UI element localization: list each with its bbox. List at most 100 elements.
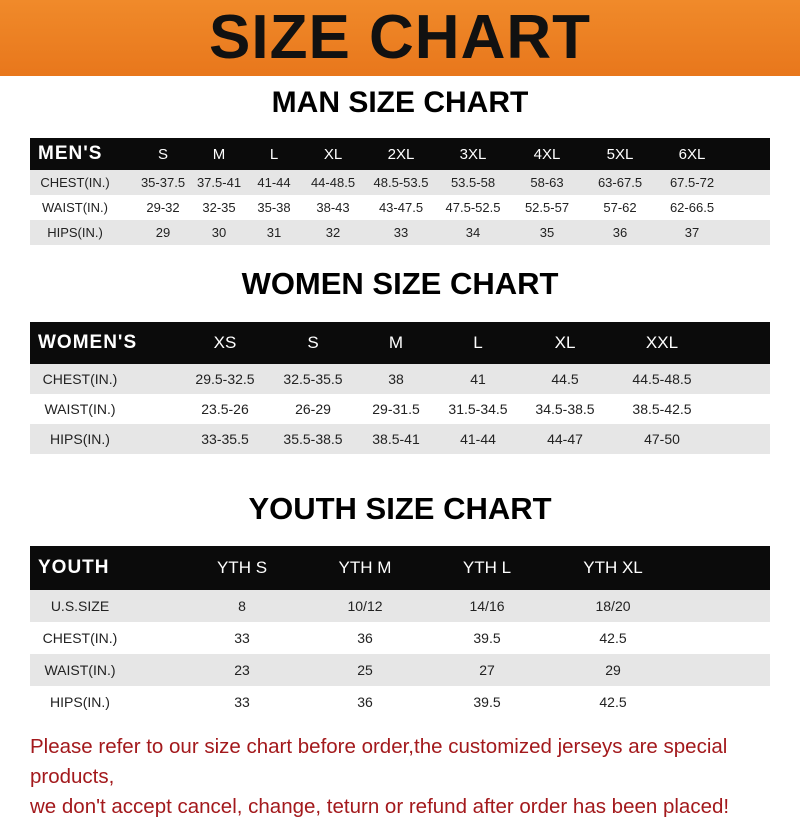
measurement-value: 47.5-52.5	[445, 200, 501, 215]
measurement-value: 42.5	[599, 694, 627, 710]
measurement-value: 43-47.5	[378, 200, 424, 215]
size-header-cell: M	[212, 145, 226, 163]
measurement-value: 31.5-34.5	[448, 401, 508, 417]
measurement-value: 39.5	[473, 694, 501, 710]
measurement-value: 18/20	[595, 598, 631, 614]
measurement-value: 41-44	[460, 431, 496, 447]
measurement-value: 41	[470, 371, 486, 387]
measurement-value: 14/16	[469, 598, 505, 614]
measurement-value: 26-29	[295, 401, 331, 417]
table-title-cell: YOUTH	[38, 557, 110, 578]
measurement-value: 53.5-58	[450, 175, 496, 190]
size-header-cell: 6XL	[678, 145, 706, 163]
measurement-label: HIPS(IN.)	[50, 431, 110, 447]
size-header-cell: 3XL	[459, 145, 487, 163]
measurement-value: 33-35.5	[201, 431, 249, 447]
size-header-cell: YTH M	[338, 558, 392, 577]
size-header-cell: 4XL	[533, 145, 561, 163]
size-header-cell: S	[157, 145, 169, 163]
measurement-value: 34.5-38.5	[535, 401, 595, 417]
measurement-value: 38	[388, 371, 404, 387]
size-header-cell: XXL	[645, 333, 679, 352]
measurement-value: 37	[684, 225, 700, 240]
measurement-value: 29	[155, 225, 171, 240]
table-row: HIPS(IN.) 33-35.5 35.5-38.5 38.5-41 41-44 44-…	[30, 424, 770, 454]
size-header-cell: YTH XL	[583, 558, 643, 577]
measurement-label: HIPS(IN.)	[50, 694, 110, 710]
size-header-cell: L	[473, 333, 483, 352]
table-row: WAIST(IN.) 29-32 32-35 35-38 38-43 43-47.5 47.…	[30, 195, 770, 220]
measurement-value: 36	[612, 225, 628, 240]
measurement-value: 29.5-32.5	[195, 371, 255, 387]
table-title-cell: WOMEN'S	[38, 332, 138, 353]
table-title-cell: MEN'S	[38, 143, 103, 164]
measurement-label: CHEST(IN.)	[42, 371, 118, 387]
measurement-value: 27	[479, 662, 495, 678]
measurement-label: HIPS(IN.)	[47, 225, 103, 240]
women-section-title: WOMEN SIZE CHART	[241, 266, 559, 301]
banner-title: SIZE CHART	[209, 3, 591, 72]
measurement-value: 48.5-53.5	[373, 175, 429, 190]
table-header-row: WOMEN'S XS S M L XL XXL	[30, 322, 770, 364]
measurement-value: 39.5	[473, 630, 501, 646]
measurement-value: 62-66.5	[669, 200, 715, 215]
measurement-value: 33	[234, 694, 250, 710]
table-row: WAIST(IN.) 23 25 27 29	[30, 654, 770, 686]
measurement-value: 29-31.5	[372, 401, 420, 417]
size-header-cell: L	[269, 145, 279, 163]
size-header-cell: 5XL	[606, 145, 634, 163]
measurement-value: 31	[266, 225, 282, 240]
measurement-value: 63-67.5	[597, 175, 643, 190]
measurement-value: 44.5	[551, 371, 579, 387]
measurement-value: 37.5-41	[196, 175, 242, 190]
men-section-title: MAN SIZE CHART	[271, 86, 529, 119]
measurement-value: 38.5-41	[372, 431, 420, 447]
measurement-value: 35.5-38.5	[283, 431, 343, 447]
order-notice-line-1: Please refer to our size chart before or…	[30, 735, 728, 788]
measurement-value: 41-44	[257, 175, 291, 190]
measurement-value: 44.5-48.5	[632, 371, 692, 387]
measurement-value: 52.5-57	[524, 200, 570, 215]
measurement-value: 23.5-26	[201, 401, 249, 417]
measurement-value: 29	[605, 662, 621, 678]
table-row: HIPS(IN.) 29 30 31 32 33 34 35 36 37	[30, 220, 770, 245]
measurement-value: 42.5	[599, 630, 627, 646]
table-row: WAIST(IN.) 23.5-26 26-29 29-31.5 31.5-34.5 34…	[30, 394, 770, 424]
size-header-cell: XL	[323, 145, 343, 163]
measurement-value: 34	[465, 225, 481, 240]
table-row: CHEST(IN.) 33 36 39.5 42.5	[30, 622, 770, 654]
measurement-value: 33	[393, 225, 409, 240]
measurement-value: 38-43	[316, 200, 350, 215]
measurement-value: 32-35	[202, 200, 236, 215]
measurement-value: 35-37.5	[140, 175, 186, 190]
order-notice: Please refer to our size chart before or…	[30, 732, 790, 822]
measurement-value: 67.5-72	[669, 175, 715, 190]
banner: SIZE CHART	[0, 0, 800, 76]
table-header-row: YOUTH YTH S YTH M YTH L YTH XL	[30, 546, 770, 590]
measurement-value: 44-48.5	[310, 175, 356, 190]
measurement-label: CHEST(IN.)	[40, 175, 110, 190]
size-header-cell: XL	[554, 333, 576, 352]
measurement-value: 44-47	[547, 431, 583, 447]
measurement-value: 35-38	[257, 200, 291, 215]
size-header-cell: XS	[213, 333, 237, 352]
measurement-value: 38.5-42.5	[632, 401, 692, 417]
measurement-value: 33	[234, 630, 250, 646]
measurement-value: 36	[357, 694, 373, 710]
measurement-value: 32	[325, 225, 341, 240]
measurement-value: 32.5-35.5	[283, 371, 343, 387]
table-row: HIPS(IN.) 33 36 39.5 42.5	[30, 686, 770, 718]
measurement-value: 57-62	[603, 200, 637, 215]
youth-section-title: YOUTH SIZE CHART	[248, 491, 552, 526]
order-notice-line-2: we don't accept cancel, change, teturn o…	[30, 795, 730, 818]
measurement-value: 25	[357, 662, 373, 678]
size-header-cell: S	[307, 333, 319, 352]
measurement-value: 35	[539, 225, 555, 240]
measurement-value: 10/12	[347, 598, 383, 614]
size-header-cell: YTH L	[462, 558, 512, 577]
measurement-label: U.S.SIZE	[50, 598, 110, 614]
size-header-cell: YTH S	[216, 558, 268, 577]
measurement-label: WAIST(IN.)	[42, 200, 108, 215]
measurement-value: 47-50	[644, 431, 680, 447]
measurement-value: 36	[357, 630, 373, 646]
